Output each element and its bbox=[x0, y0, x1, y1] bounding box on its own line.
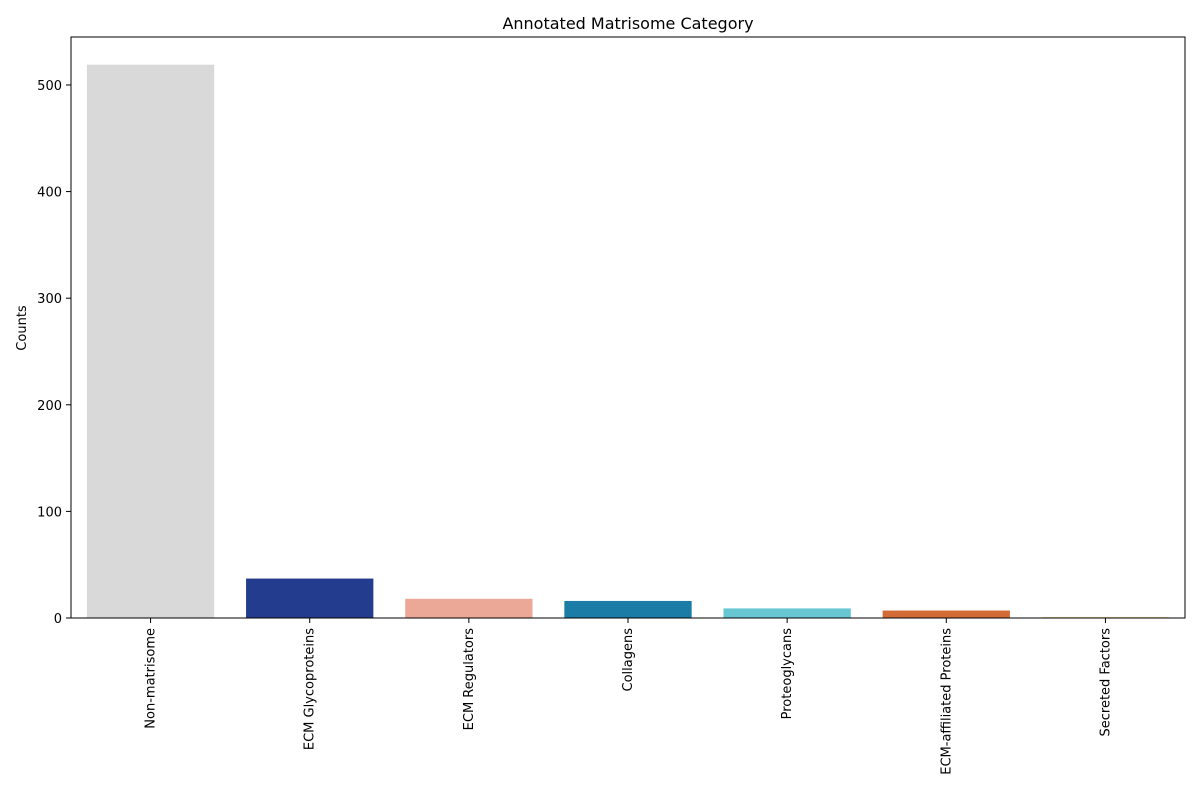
y-axis-label: Counts bbox=[15, 305, 30, 351]
bar-0 bbox=[86, 64, 215, 619]
x-tick-label: Secreted Factors bbox=[1098, 628, 1113, 737]
bar-4 bbox=[723, 608, 851, 618]
y-tick-label: 200 bbox=[37, 399, 62, 414]
y-tick-label: 400 bbox=[37, 186, 62, 201]
bar-3 bbox=[564, 600, 692, 618]
bar-6 bbox=[1041, 616, 1170, 618]
x-tick-label: ECM Regulators bbox=[462, 628, 477, 731]
plot-frame bbox=[70, 36, 1186, 619]
y-tick-label: 300 bbox=[37, 292, 62, 307]
x-tick-label: ECM-affiliated Proteins bbox=[939, 628, 954, 775]
y-axis-ticks: 0 100 200 300 400 500 bbox=[37, 79, 71, 627]
bar-5 bbox=[882, 610, 1010, 618]
bar-1 bbox=[246, 578, 374, 618]
y-tick-label: 500 bbox=[37, 79, 62, 94]
x-tick-label: ECM Glycoproteins bbox=[303, 628, 318, 750]
y-tick-label: 100 bbox=[37, 505, 62, 520]
x-axis-ticks: Non-matrisome ECM Glycoproteins ECM Regula… bbox=[144, 618, 1113, 775]
x-tick-label: Non-matrisome bbox=[144, 628, 159, 729]
chart-title: Annotated Matrisome Category bbox=[502, 14, 753, 33]
y-tick-label: 0 bbox=[54, 612, 62, 627]
bar-2 bbox=[405, 598, 533, 618]
bars-group bbox=[86, 64, 1170, 619]
x-tick-label: Collagens bbox=[621, 628, 636, 692]
x-tick-label: Proteoglycans bbox=[780, 628, 795, 720]
